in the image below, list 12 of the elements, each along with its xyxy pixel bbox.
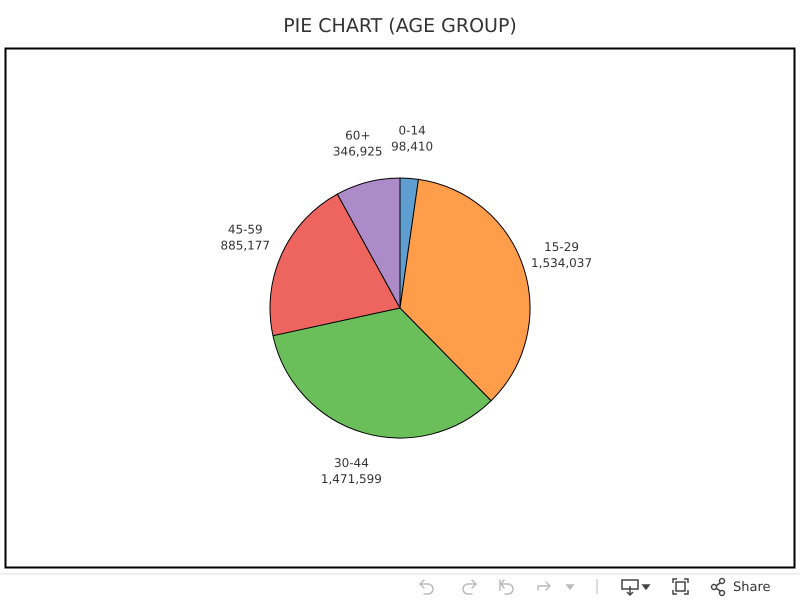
slice-label: 15-29 (544, 240, 579, 254)
data-label: 885,177 (220, 238, 270, 253)
data-label: 98,410 (391, 139, 434, 154)
data-label: 1,534,037 (531, 256, 592, 270)
data-label: 346,925 (332, 144, 383, 158)
slice-label: 60+ (345, 128, 370, 142)
chart-title: PIE CHART (AGE GROUP) (283, 15, 517, 37)
slice-label: 30-44 (334, 456, 369, 470)
data-label: 1,471,599 (320, 472, 382, 486)
text: Share (733, 580, 771, 595)
slice-label: 0-14 (398, 123, 426, 138)
slice-label: 45-59 (228, 222, 263, 237)
